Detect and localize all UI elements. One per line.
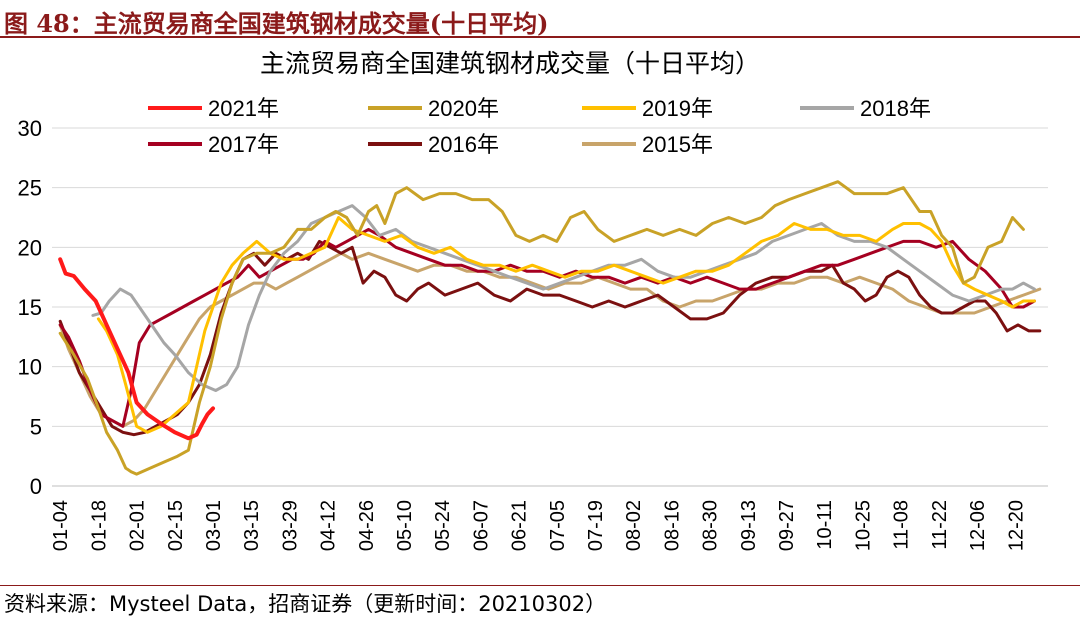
legend-item: 2017年 [148,132,279,157]
x-tick-label: 11-22 [929,500,951,550]
legend-label: 2021年 [208,96,279,121]
series-lines [58,180,1042,476]
y-axis: 0 5 10 15 20 25 30 [18,116,42,499]
series-line-2017年 [58,227,1036,428]
x-tick-label: 05-24 [432,500,454,551]
legend-item: 2015年 [582,132,713,157]
x-tick-label: 10-11 [814,500,836,550]
series-line-2020年 [58,180,1025,476]
legend-item: 2020年 [368,96,499,121]
series-line-2016年 [58,239,1042,437]
x-tick-label: 05-10 [394,500,416,551]
series-line-2015年 [58,251,1042,428]
y-tick-label: 15 [18,295,42,320]
x-tick-label: 02-15 [165,500,187,551]
chart-title: 主流贸易商全国建筑钢材成交量（十日平均） [260,49,760,78]
legend-item: 2021年 [148,96,279,121]
legend-item: 2016年 [368,132,499,157]
x-tick-label: 12-20 [1005,500,1027,551]
x-tick-label: 01-18 [88,500,110,551]
x-tick-label: 09-27 [776,500,798,551]
x-tick-label: 08-02 [623,500,645,551]
x-tick-label: 03-29 [279,500,301,551]
x-tick-label: 04-12 [318,500,340,551]
x-tick-label: 04-26 [356,500,378,551]
legend-label: 2019年 [642,96,713,121]
legend-label: 2020年 [428,96,499,121]
x-tick-label: 10-25 [852,500,874,551]
x-tick-label: 09-13 [738,500,760,551]
header-rule [0,36,1080,38]
y-tick-label: 20 [18,235,42,260]
y-tick-label: 0 [30,474,42,499]
legend-item: 2019年 [582,96,713,121]
x-tick-label: 07-05 [547,500,569,551]
legend: 2021年 2020年 2019年 2018年 2017年 2016年 2015年 [148,96,931,157]
x-axis: 01-04 01-18 02-01 02-15 03-01 03-15 03-29 04-12… [50,485,1048,551]
x-tick-label: 03-15 [241,500,263,551]
series-line-2018年 [91,204,1036,392]
y-tick-label: 25 [18,176,42,201]
figure-label: 图 48：主流贸易商全国建筑钢材成交量(十日平均) [4,9,549,38]
x-tick-label: 03-01 [203,500,225,551]
x-tick-label: 06-21 [509,500,531,551]
footer-rule [0,585,1080,586]
y-tick-label: 10 [18,355,42,380]
legend-label: 2017年 [208,132,279,157]
x-tick-label: 11-08 [891,500,913,550]
legend-item: 2018年 [800,96,931,121]
legend-label: 2018年 [860,96,931,121]
x-tick-label: 01-04 [50,500,72,551]
x-tick-label: 02-01 [127,500,149,551]
x-tick-label: 12-06 [967,500,989,551]
grid [52,127,1048,427]
series-line-2021年 [58,257,215,441]
x-tick-label: 06-07 [470,500,492,551]
figure-header: 图 48：主流贸易商全国建筑钢材成交量(十日平均) [0,0,1080,40]
legend-label: 2016年 [428,132,499,157]
x-tick-label: 08-16 [661,500,683,551]
source-note: 资料来源：Mysteel Data，招商证券（更新时间：20210302） [4,592,607,616]
y-tick-label: 5 [30,414,42,439]
x-tick-label: 07-19 [585,500,607,551]
x-tick-label: 08-30 [700,500,722,551]
legend-label: 2015年 [642,132,713,157]
series-line-2019年 [96,216,1036,434]
y-tick-label: 30 [18,116,42,141]
